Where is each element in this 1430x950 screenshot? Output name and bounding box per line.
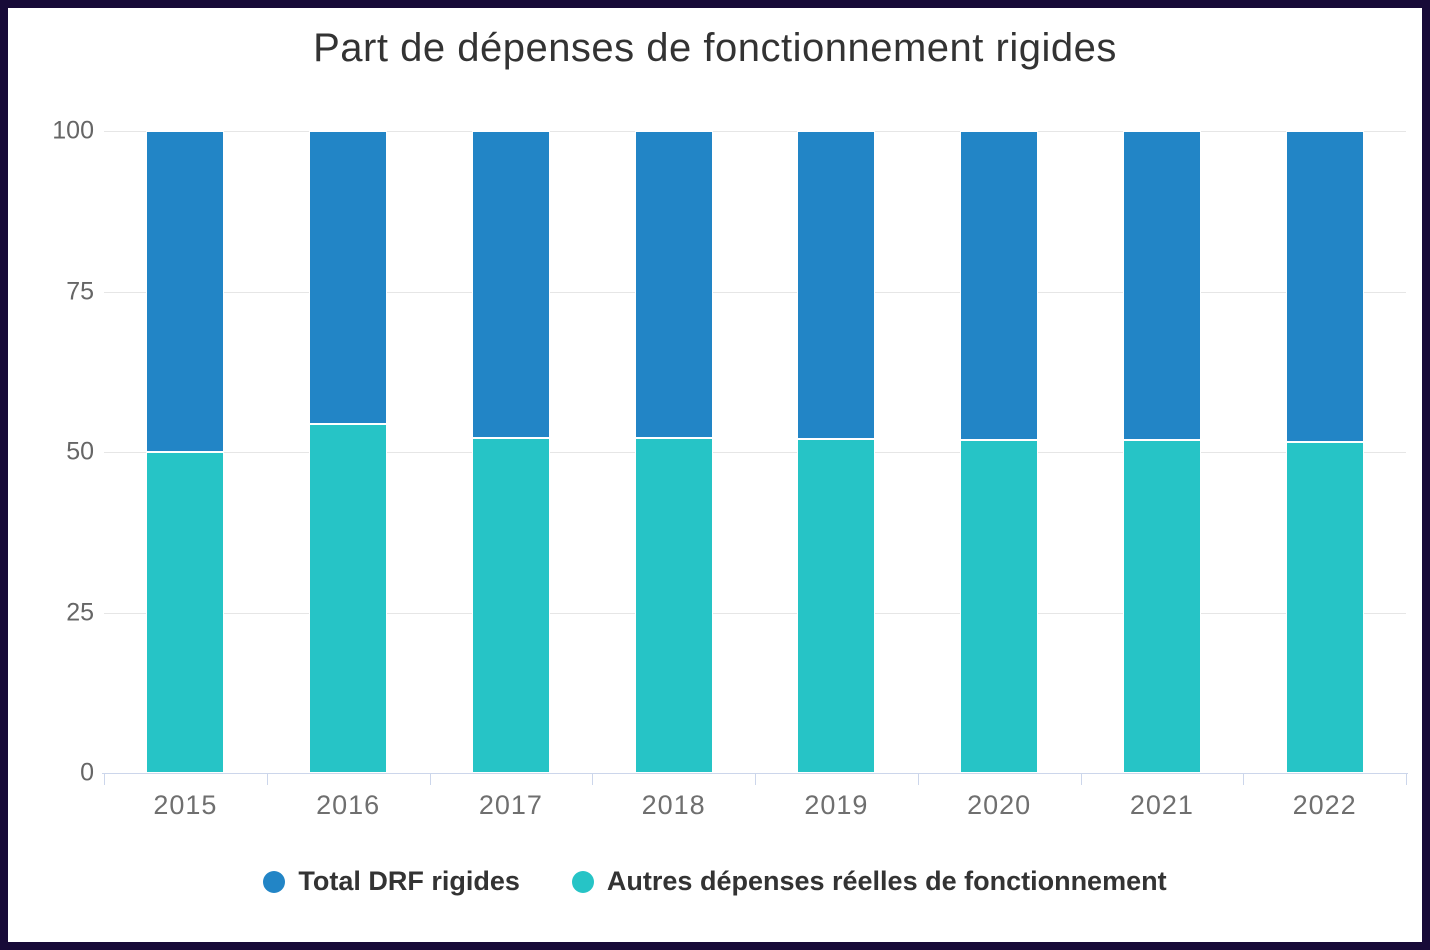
bar-slot	[592, 131, 755, 773]
y-tick-label: 25	[66, 598, 94, 626]
segment-autres-depenses-2016[interactable]	[309, 423, 388, 773]
x-axis-tick	[917, 773, 919, 785]
segment-total-drf-rigides-2019[interactable]	[797, 131, 876, 440]
x-axis-tick	[1080, 773, 1082, 785]
legend-marker-icon	[571, 870, 594, 893]
legend-item-autres-depenses[interactable]: Autres dépenses réelles de fonctionnemen…	[571, 866, 1167, 897]
x-axis-tick	[1406, 773, 1407, 785]
x-axis-tick	[1243, 773, 1245, 785]
stacked-bar-2017[interactable]	[471, 131, 550, 773]
segment-autres-depenses-2015[interactable]	[146, 452, 225, 773]
y-tick-label: 75	[66, 277, 94, 305]
gridline	[104, 131, 1406, 132]
segment-autres-depenses-2021[interactable]	[1122, 440, 1201, 773]
segment-autres-depenses-2017[interactable]	[471, 437, 550, 773]
x-tick-label: 2015	[153, 790, 218, 820]
segment-total-drf-rigides-2018[interactable]	[634, 131, 713, 438]
segment-autres-depenses-2019[interactable]	[797, 439, 876, 773]
stacked-bar-2021[interactable]	[1122, 131, 1201, 773]
segment-total-drf-rigides-2022[interactable]	[1285, 131, 1364, 443]
bar-slot	[1243, 131, 1406, 773]
y-tick-label: 50	[66, 437, 94, 466]
legend-label: Total DRF rigides	[298, 866, 520, 896]
segment-autres-depenses-2022[interactable]	[1285, 442, 1364, 773]
bar-slot	[104, 131, 267, 773]
bar-slot	[267, 131, 430, 773]
x-tick-label: 2018	[641, 790, 706, 820]
gridline	[104, 612, 1406, 614]
plot-area	[102, 131, 1408, 785]
segment-total-drf-rigides-2016[interactable]	[309, 131, 388, 424]
x-tick-label: 2022	[1292, 790, 1357, 820]
stacked-bar-2020[interactable]	[960, 131, 1039, 773]
y-tick-label: 100	[52, 116, 94, 145]
x-tick-label: 2016	[316, 790, 381, 820]
legend-marker-icon	[263, 870, 286, 893]
x-axis-tick	[104, 773, 105, 785]
bar-slot	[430, 131, 593, 773]
stacked-bar-2015[interactable]	[146, 131, 225, 773]
segment-total-drf-rigides-2015[interactable]	[146, 131, 225, 452]
y-tick-label: 0	[80, 758, 94, 787]
x-tick-label: 2021	[1129, 790, 1194, 820]
bar-slot	[918, 131, 1081, 773]
segment-total-drf-rigides-2021[interactable]	[1122, 131, 1201, 441]
x-tick-label: 2019	[804, 790, 869, 820]
x-axis-tick	[266, 773, 268, 785]
x-tick-label: 2017	[478, 790, 543, 820]
y-axis-labels: 100 75 50 25 0	[22, 117, 94, 787]
gridline	[104, 291, 1406, 293]
legend-item-total-drf-rigides[interactable]: Total DRF rigides	[263, 866, 520, 897]
x-axis-tick	[429, 773, 431, 785]
x-axis-labels: 2015 2016 2017 2018 2019 2020 2021 2022	[104, 790, 1406, 821]
bar-slot	[1081, 131, 1244, 773]
segment-autres-depenses-2020[interactable]	[960, 439, 1039, 773]
stacked-bar-2016[interactable]	[309, 131, 388, 773]
bar-slot	[755, 131, 918, 773]
segment-total-drf-rigides-2017[interactable]	[471, 131, 550, 438]
x-axis-tick	[592, 773, 594, 785]
stacked-bar-2018[interactable]	[634, 131, 713, 773]
segment-autres-depenses-2018[interactable]	[634, 437, 713, 773]
legend: Total DRF rigides Autres dépenses réelle…	[8, 866, 1422, 897]
gridline	[104, 452, 1406, 453]
stacked-bar-2022[interactable]	[1285, 131, 1364, 773]
chart-title: Part de dépenses de fonctionnement rigid…	[313, 26, 1117, 70]
stacked-bar-2019[interactable]	[797, 131, 876, 773]
x-tick-label: 2020	[967, 790, 1032, 820]
bars	[104, 131, 1406, 773]
x-axis-tick	[755, 773, 756, 785]
legend-label: Autres dépenses réelles de fonctionnemen…	[606, 866, 1167, 896]
segment-total-drf-rigides-2020[interactable]	[960, 131, 1039, 440]
